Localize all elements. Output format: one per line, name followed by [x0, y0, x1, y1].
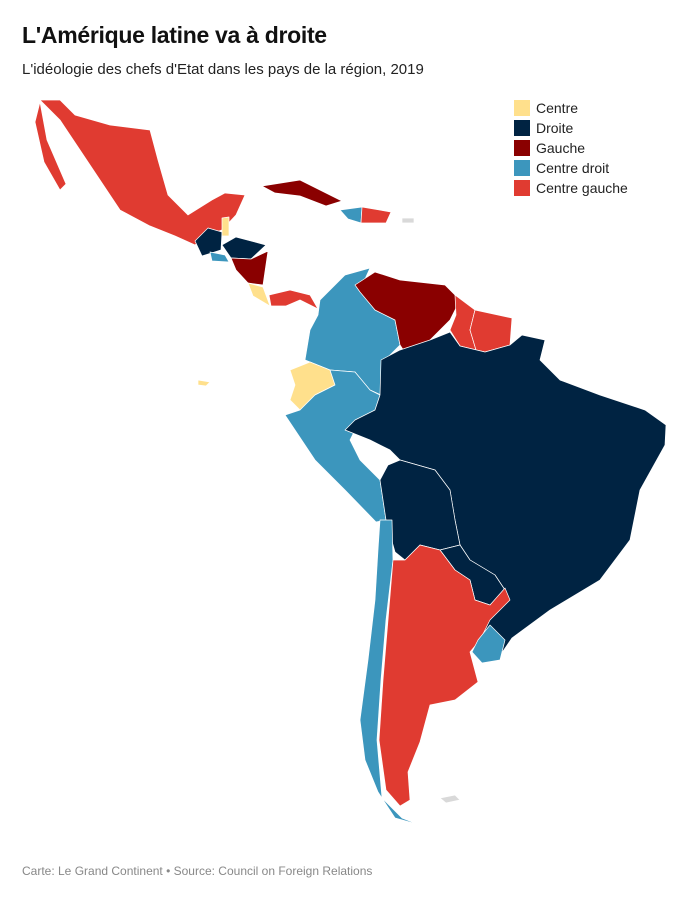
legend-item-centre-droit: Centre droit — [514, 158, 628, 178]
country-shape — [209, 251, 230, 263]
country-shape — [469, 309, 513, 353]
legend-swatch — [514, 160, 530, 176]
legend-item-centre-gauche: Centre gauche — [514, 178, 628, 198]
country-shape — [344, 331, 667, 661]
legend-item-droite: Droite — [514, 118, 628, 138]
legend-item-gauche: Gauche — [514, 138, 628, 158]
legend: Centre Droite Gauche Centre droit Centre… — [514, 98, 628, 198]
country-shape — [284, 369, 387, 523]
country-shape — [360, 206, 392, 224]
country-shape — [221, 216, 230, 237]
map-title: L'Amérique latine va à droite — [22, 22, 327, 48]
legend-swatch — [514, 180, 530, 196]
country-shape — [439, 794, 461, 804]
country-shape — [359, 519, 421, 826]
country-shape — [194, 227, 223, 257]
country-shape — [261, 179, 343, 207]
legend-swatch — [514, 100, 530, 116]
country-shape — [268, 289, 319, 310]
source-credit: Carte: Le Grand Continent • Source: Coun… — [22, 864, 373, 878]
country-shape — [339, 206, 363, 224]
country-shape — [197, 379, 211, 387]
country-shape — [247, 282, 271, 307]
legend-swatch — [514, 120, 530, 136]
country-shape — [221, 236, 267, 260]
country-shape — [39, 99, 246, 246]
country-shape — [230, 250, 269, 286]
country-shape — [378, 544, 511, 807]
country-shape — [471, 624, 506, 664]
country-shape — [34, 101, 67, 191]
map-subtitle: L'idéologie des chefs d'Etat dans les pa… — [22, 61, 424, 78]
legend-swatch — [514, 140, 530, 156]
country-shape — [401, 217, 415, 224]
legend-item-centre: Centre — [514, 98, 628, 118]
